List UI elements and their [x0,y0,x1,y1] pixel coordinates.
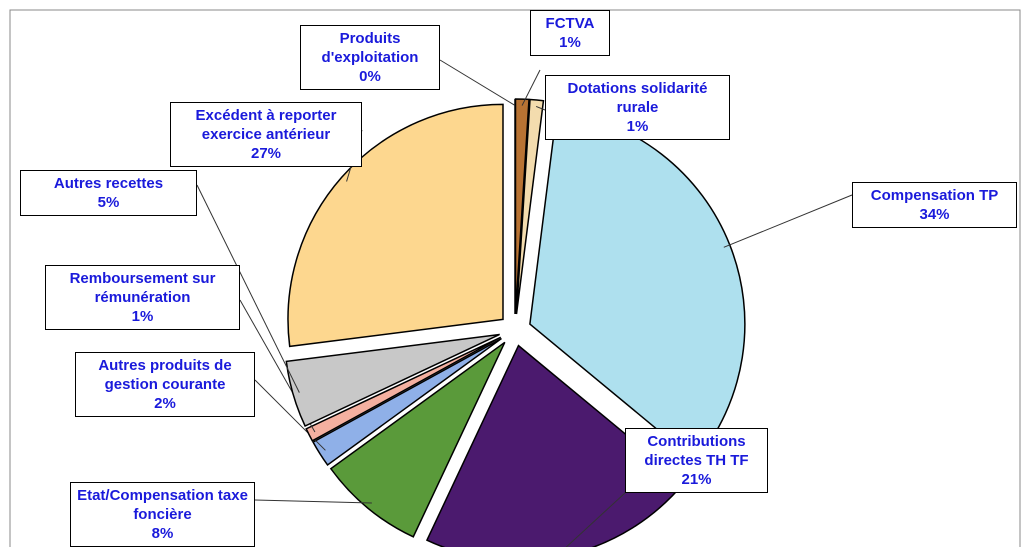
label-name: Produits d'exploitation [321,30,419,66]
frame [9,9,1021,547]
label-value: 1% [626,118,649,135]
pie-slice [515,98,545,315]
leader-line [535,105,546,111]
label-name: Autres recettes [53,175,164,192]
label-value: 21% [681,471,712,488]
pie-slice [305,336,502,442]
data-label: Compensation TP 34% [852,182,1017,228]
label-value: 2% [154,395,176,412]
data-label: Produits d'exploitation 0% [300,25,440,90]
label-value: 0% [359,68,381,85]
pie-slice [287,103,504,348]
label-name: Remboursement sur rémunération [69,270,216,306]
label-value: 5% [97,194,120,211]
data-label: Remboursement sur rémunération 1% [45,265,240,330]
label-name: Dotations solidarité rurale [567,80,708,116]
pie-slice [285,333,500,428]
pie-slice [329,341,506,538]
leader-line [196,184,300,393]
data-label: Contributions directes TH TF 21% [625,428,768,493]
label-value: 1% [131,308,154,325]
label-value: 27% [250,145,282,162]
pie-slice [514,98,530,315]
data-label: FCTVA 1% [530,10,610,56]
label-name: Contributions directes TH TF [644,433,749,469]
leader-line [254,499,372,504]
label-name: Compensation TP [870,187,999,204]
label-name: FCTVA [545,15,595,32]
data-label: Excédent à reporter exercice antérieur 27… [170,102,362,167]
data-label: Etat/Compensation taxe foncière 8% [70,482,255,547]
label-value: 1% [559,34,581,51]
leader-line [521,69,541,106]
label-value: 8% [151,525,174,542]
data-label: Autres recettes 5% [20,170,197,216]
leader-line [723,194,853,248]
label-name: Etat/Compensation taxe foncière [77,487,248,523]
data-label: Autres produits de gestion courante 2% [75,352,255,417]
label-name: Excédent à reporter exercice antérieur [195,107,337,143]
label-name: Autres produits de gestion courante [98,357,232,393]
leader-line [439,59,516,106]
label-value: 34% [919,206,950,223]
pie-slice [425,344,686,547]
data-label: Dotations solidarité rurale 1% [545,75,730,140]
pie-slice [312,337,502,466]
